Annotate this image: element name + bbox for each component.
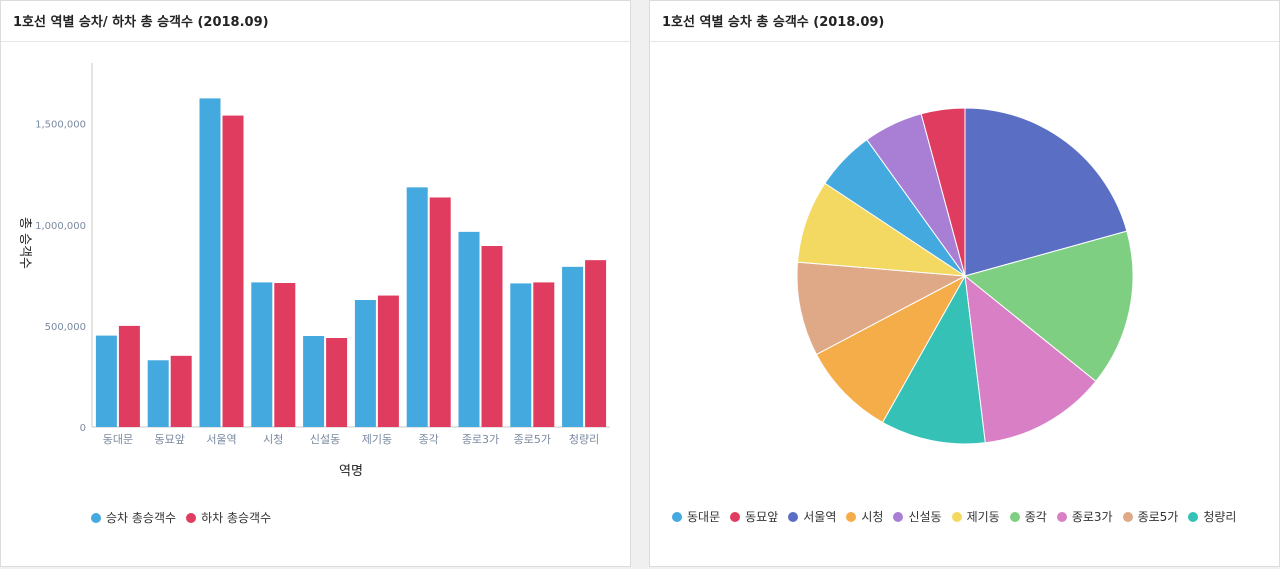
legend-dot-icon — [1122, 511, 1133, 522]
y-axis-title: 총 승객수 — [17, 217, 32, 269]
legend-item[interactable]: 승차 총승객수 — [91, 509, 176, 526]
pie-chart-header: 1호선 역별 승차 총 승객수 (2018.09) — [650, 1, 1279, 42]
legend-label: 종로5가 — [1137, 510, 1179, 524]
bar-alighting[interactable] — [481, 246, 503, 427]
x-axis-title: 역명 — [339, 464, 363, 479]
bar-boarding[interactable] — [251, 282, 273, 427]
x-tick-label: 시청 — [263, 433, 283, 446]
legend-item[interactable]: 청량리 — [1188, 508, 1236, 525]
y-tick-label: 1,500,000 — [35, 120, 86, 131]
bar-alighting[interactable] — [533, 282, 555, 427]
legend-item[interactable]: 종각 — [1009, 508, 1047, 525]
pie-chart-panel: 1호선 역별 승차 총 승객수 (2018.09) 동대문 동묘앞 서울역 시청 신설동… — [649, 0, 1280, 567]
legend-label: 시청 — [861, 510, 884, 524]
x-tick-label: 종로3가 — [462, 433, 499, 446]
legend-dot-icon — [951, 511, 962, 522]
bar-boarding[interactable] — [510, 283, 532, 427]
bar-chart-title: 1호선 역별 승차/ 하차 총 승객수 (2018.09) — [13, 15, 269, 30]
legend-item[interactable]: 서울역 — [788, 508, 836, 525]
legend-dot-icon — [893, 511, 904, 522]
bar-boarding[interactable] — [562, 266, 584, 427]
legend-dot-icon — [846, 511, 857, 522]
bar-alighting[interactable] — [585, 260, 607, 427]
legend-label: 동대문 — [687, 510, 721, 524]
pie-chart-title: 1호선 역별 승차 총 승객수 (2018.09) — [662, 15, 885, 30]
bar-chart-header: 1호선 역별 승차/ 하차 총 승객수 (2018.09) — [1, 1, 630, 42]
bar-boarding[interactable] — [95, 335, 117, 427]
bar-boarding[interactable] — [199, 98, 221, 427]
x-tick-label: 제기동 — [362, 433, 392, 446]
bar-alighting[interactable] — [118, 325, 140, 427]
y-tick-label: 500,000 — [45, 322, 86, 333]
x-tick-label: 동묘앞 — [155, 433, 185, 446]
legend-label: 제기동 — [966, 510, 1000, 524]
bar-boarding[interactable] — [458, 231, 480, 427]
legend-item[interactable]: 종로5가 — [1122, 508, 1179, 525]
x-tick-label: 종각 — [419, 433, 439, 446]
legend-dot-icon — [1009, 511, 1020, 522]
y-tick-label: 1,000,000 — [35, 221, 86, 232]
bar-alighting[interactable] — [170, 355, 192, 427]
bar-boarding[interactable] — [406, 187, 428, 427]
pie-slice[interactable] — [796, 261, 967, 356]
pie-chart — [796, 107, 1134, 445]
legend-label: 종로3가 — [1071, 510, 1113, 524]
legend-label: 서울역 — [803, 510, 837, 524]
bar-alighting[interactable] — [429, 197, 451, 427]
legend-label: 동묘앞 — [745, 510, 779, 524]
pie-slice[interactable] — [815, 274, 967, 424]
x-tick-label: 종로5가 — [514, 433, 551, 446]
bar-alighting[interactable] — [274, 283, 296, 427]
pie-slice[interactable] — [964, 107, 1128, 277]
bar-boarding[interactable] — [303, 336, 325, 427]
pie-slice[interactable] — [963, 230, 1134, 383]
legend-dot-icon — [672, 511, 682, 522]
bar-boarding[interactable] — [147, 360, 169, 427]
legend-dot-icon — [730, 511, 741, 522]
bar-alighting[interactable] — [377, 295, 399, 427]
legend-item[interactable]: 동대문 — [672, 508, 720, 525]
legend-dot-icon — [186, 512, 197, 523]
x-tick-label: 청량리 — [569, 433, 599, 446]
bar-chart: 0 500,000 1,000,000 1,500,000 동대문 동묘앞 서울역 시청 신설동… — [17, 63, 610, 479]
x-tick-label: 서울역 — [206, 433, 236, 446]
legend-label: 하차 총승객수 — [201, 511, 272, 525]
bar-chart-panel: 1호선 역별 승차/ 하차 총 승객수 (2018.09) 0 500,000 1,… — [0, 0, 631, 567]
bar-chart-legend: 승차 총승객수 하차 총승객수 — [91, 509, 281, 526]
x-tick-label: 신설동 — [310, 433, 340, 446]
legend-dot-icon — [1188, 511, 1199, 522]
legend-dot-icon — [1056, 511, 1067, 522]
legend-item[interactable]: 신설동 — [893, 508, 942, 525]
legend-label: 종각 — [1024, 510, 1047, 524]
bar-alighting[interactable] — [222, 115, 244, 428]
legend-item[interactable]: 제기동 — [951, 508, 1000, 525]
bar-boarding[interactable] — [354, 300, 376, 427]
legend-dot-icon — [788, 511, 799, 522]
legend-label: 신설동 — [908, 510, 942, 524]
pie-slice[interactable] — [964, 274, 1097, 444]
pie-slice[interactable] — [920, 107, 966, 277]
pie-slice[interactable] — [881, 274, 986, 445]
legend-label: 승차 총승객수 — [106, 511, 177, 525]
legend-item[interactable]: 하차 총승객수 — [186, 509, 271, 526]
legend-dot-icon — [91, 512, 101, 523]
x-tick-label: 동대문 — [103, 433, 133, 446]
pie-chart-legend: 동대문 동묘앞 서울역 시청 신설동 제기동 종각 종로3가 종로5가 청량리 — [672, 508, 1272, 525]
legend-item[interactable]: 시청 — [846, 508, 883, 525]
bar-alighting[interactable] — [326, 338, 348, 427]
legend-item[interactable]: 동묘앞 — [730, 508, 778, 525]
legend-label: 청량리 — [1203, 510, 1237, 524]
legend-item[interactable]: 종로3가 — [1056, 508, 1113, 525]
y-tick-label: 0 — [80, 423, 86, 434]
